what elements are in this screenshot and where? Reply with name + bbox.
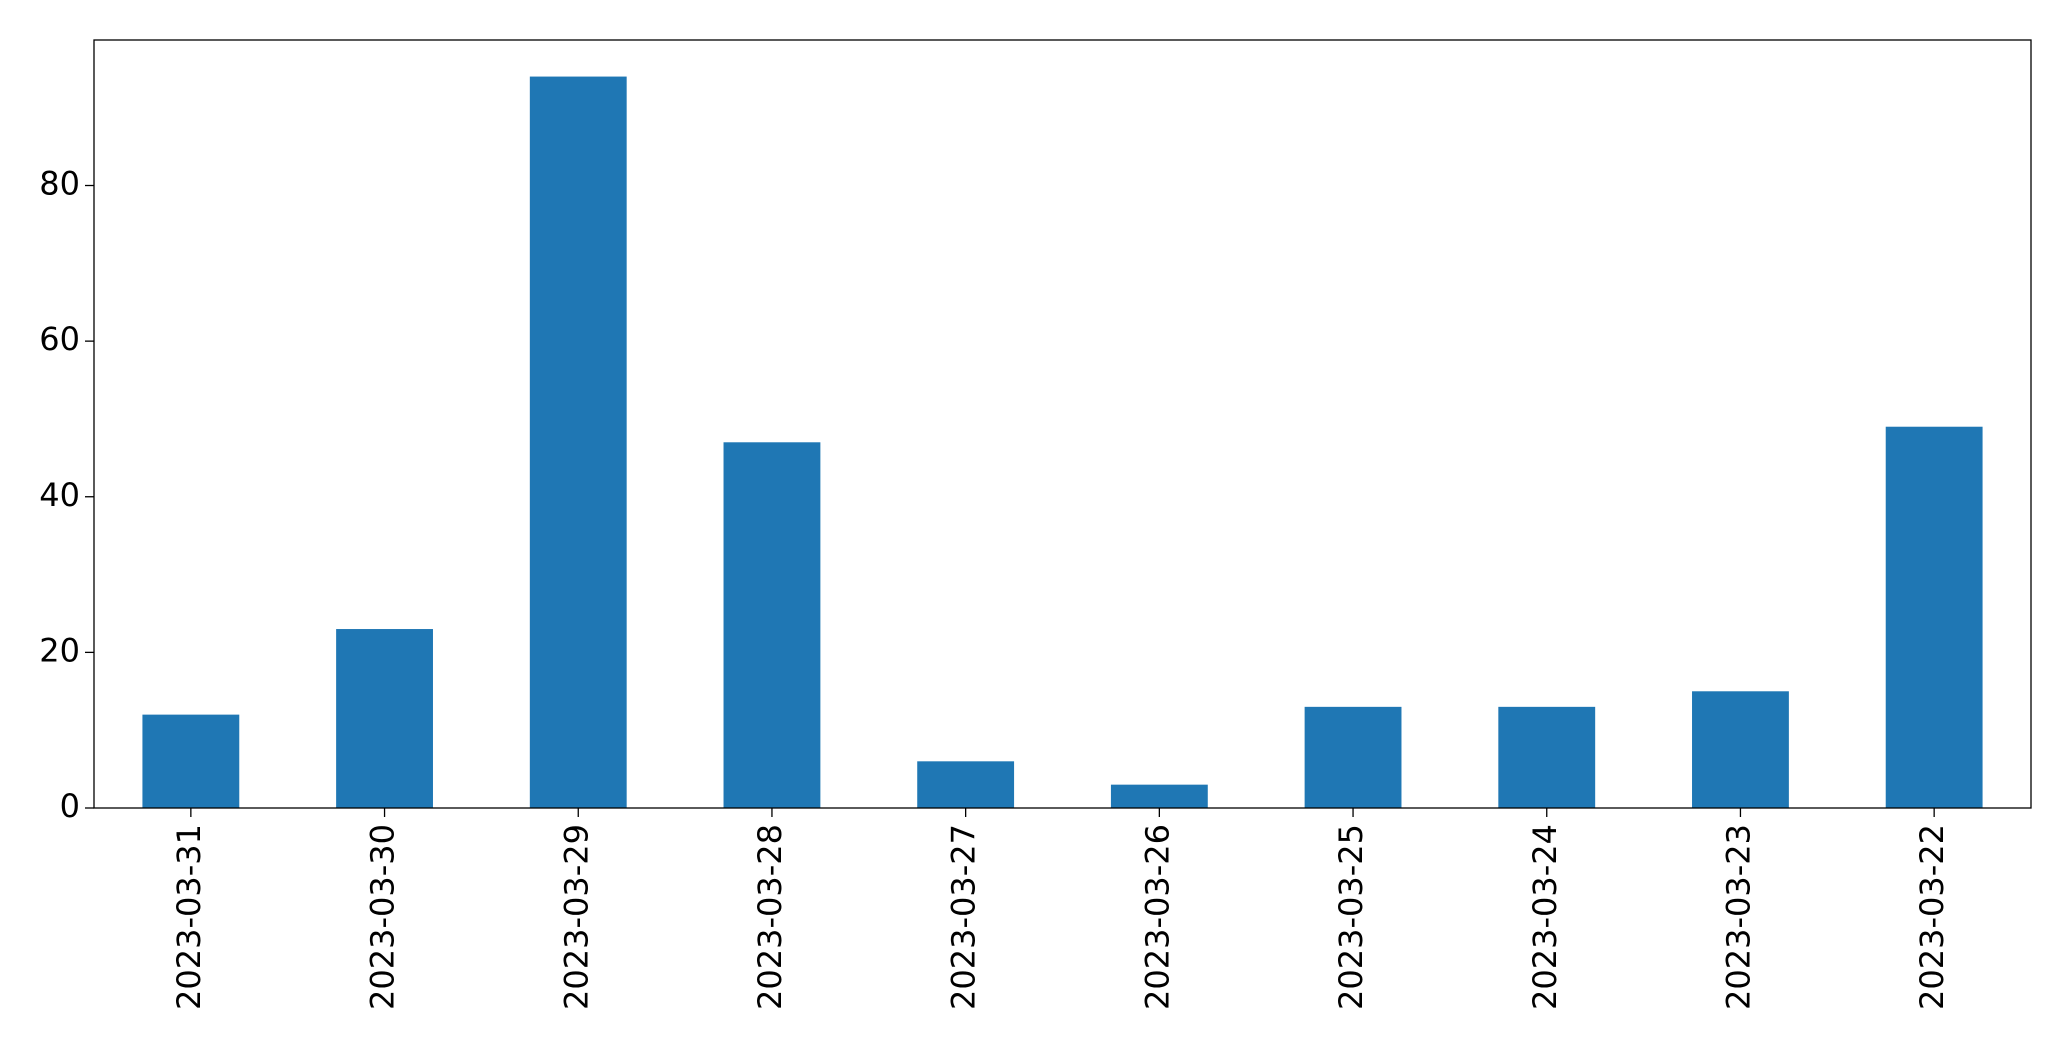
y-tick-label: 0 [60, 787, 80, 825]
x-tick-label: 2023-03-24 [1526, 824, 1564, 1010]
bar [1304, 706, 1402, 808]
bar [1885, 426, 1983, 808]
bar [917, 761, 1015, 808]
y-tick-label: 40 [39, 476, 80, 514]
x-tick-label: 2023-03-31 [170, 824, 208, 1010]
x-tick-label: 2023-03-22 [1913, 824, 1951, 1010]
x-tick-label: 2023-03-25 [1332, 824, 1370, 1010]
x-tick-label: 2023-03-26 [1138, 824, 1176, 1010]
y-tick-label: 20 [39, 631, 80, 669]
x-tick-label: 2023-03-27 [945, 824, 983, 1010]
x-tick-label: 2023-03-23 [1719, 824, 1757, 1010]
y-tick-label: 60 [39, 320, 80, 358]
bar [1498, 706, 1596, 808]
x-tick-label: 2023-03-30 [364, 824, 402, 1010]
x-tick-label: 2023-03-28 [751, 824, 789, 1010]
x-tick-label: 2023-03-29 [557, 824, 595, 1010]
y-tick-label: 80 [39, 165, 80, 203]
bar [336, 629, 433, 808]
bar [1110, 784, 1208, 808]
bar [1692, 691, 1789, 808]
bar [142, 714, 240, 808]
plot-frame [93, 39, 2032, 809]
bar [529, 76, 627, 809]
bar [723, 442, 821, 808]
